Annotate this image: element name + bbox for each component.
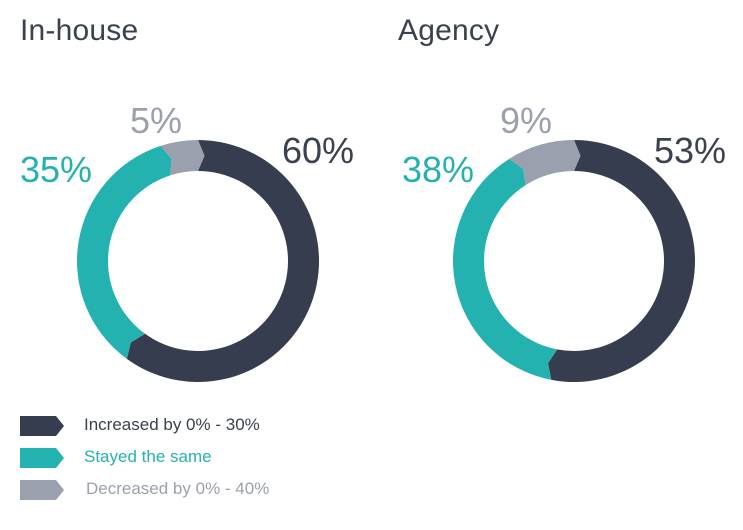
legend-item-decreased: Decreased by 0% - 40% — [20, 476, 340, 504]
chart-title-agency: Agency — [398, 14, 500, 47]
legend-label-decreased: Decreased by 0% - 40% — [86, 479, 270, 498]
legend-label-increased: Increased by 0% - 30% — [84, 415, 260, 434]
donut-segment-increased — [126, 140, 320, 382]
donut-segment-decreased — [160, 140, 205, 176]
legend-swatch-decreased — [20, 480, 64, 500]
donut-segment-stayed — [453, 158, 558, 380]
chart-title-in-house: In-house — [20, 14, 139, 47]
data-label-stayed: 38% — [402, 149, 474, 190]
legend-item-increased: Increased by 0% - 30% — [20, 412, 340, 440]
data-label-decreased: 9% — [500, 100, 552, 141]
legend-label-stayed: Stayed the same — [84, 447, 212, 466]
donut-chart-agency: 53% 38% 9% — [402, 100, 726, 382]
legend-swatch-increased — [20, 416, 64, 436]
data-label-stayed: 35% — [20, 149, 92, 190]
donut-segment-stayed — [77, 145, 172, 359]
donut-segment-decreased — [509, 140, 581, 186]
donut-chart-in-house: 60% 35% 5% — [20, 100, 354, 382]
data-label-decreased: 5% — [130, 100, 182, 141]
data-label-increased: 60% — [282, 130, 354, 171]
data-label-increased: 53% — [654, 130, 726, 171]
legend-swatch-stayed — [20, 448, 64, 468]
legend-item-stayed: Stayed the same — [20, 444, 340, 472]
donut-segment-increased — [547, 140, 696, 382]
